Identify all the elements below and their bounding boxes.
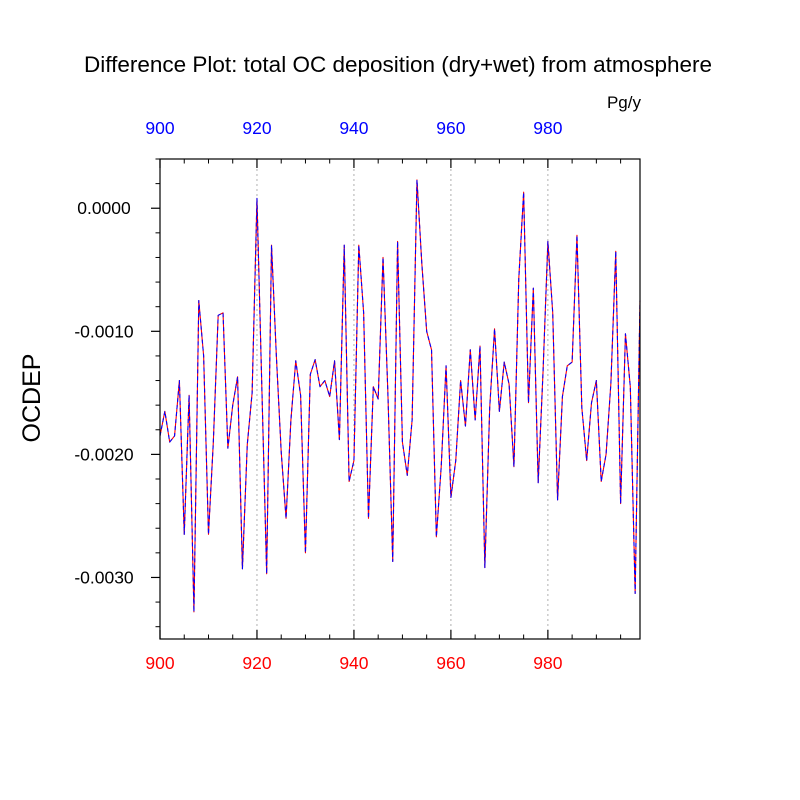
y-tick-label-3: -0.0030 — [74, 567, 134, 587]
x-tick-label-top-920: 920 — [242, 118, 271, 138]
units-label: Pg/y — [607, 93, 642, 112]
series-line-2 — [159, 179, 641, 613]
data-series — [159, 179, 641, 613]
x-tick-label-top-960: 960 — [436, 118, 465, 138]
x-tick-label-top-980: 980 — [533, 118, 562, 138]
x-tick-label-top-940: 940 — [339, 118, 368, 138]
x-tick-label-bottom-940: 940 — [339, 653, 368, 673]
y-axis-title: OCDEP — [18, 354, 46, 443]
y-tick-label-2: -0.0020 — [74, 444, 134, 464]
plot-frame — [159, 158, 641, 640]
chart-title: Difference Plot: total OC deposition (dr… — [84, 52, 712, 77]
x-tick-label-bottom-980: 980 — [533, 653, 562, 673]
y-tick-label-0: 0.0000 — [77, 198, 131, 218]
x-tick-label-bottom-960: 960 — [436, 653, 465, 673]
x-tick-label-bottom-920: 920 — [242, 653, 271, 673]
y-tick-label-1: -0.0010 — [74, 321, 134, 341]
axes: 900 900 920 920 940 940 960 960 980 980 0.0000 -0.0… — [74, 118, 622, 673]
grid-lines — [256, 159, 549, 639]
x-tick-label-top-900: 900 — [145, 118, 174, 138]
x-tick-label-bottom-900: 900 — [145, 653, 174, 673]
